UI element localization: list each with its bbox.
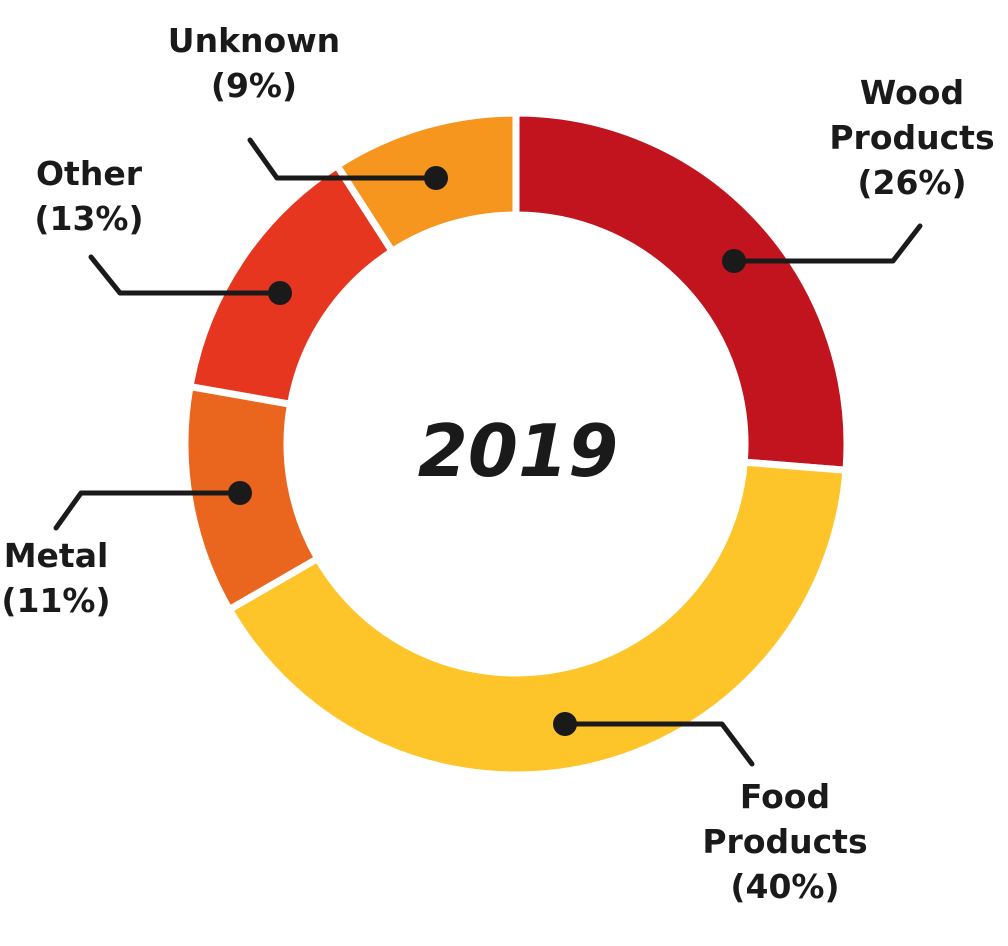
center-year-label: 2019	[418, 409, 618, 493]
leader-dot-metal	[228, 481, 252, 505]
label-unknown: Unknown (9%)	[168, 21, 340, 105]
label-metal: Metal (11%)	[1, 536, 110, 620]
leader-line-other	[88, 254, 283, 296]
slice-wood-products	[512, 109, 851, 474]
label-unknown-name: Unknown	[168, 21, 340, 60]
leader-line-food-products	[562, 721, 755, 767]
label-wood-products-name: Wood	[860, 73, 964, 112]
slice-labels: Wood Products (26%) Food Products (40%) Metal (…	[1, 21, 994, 906]
label-wood-products: Wood Products (26%)	[829, 73, 994, 202]
label-unknown-value: (9%)	[211, 66, 297, 105]
label-other: Other (13%)	[34, 154, 143, 238]
label-food-products: Food Products (40%)	[702, 777, 867, 906]
leader-dot-wood-products	[722, 249, 746, 273]
label-food-products-value: (40%)	[730, 867, 839, 906]
label-metal-name: Metal	[4, 536, 109, 575]
label-wood-products-name: Products	[829, 118, 994, 157]
leader-dot-other	[268, 281, 292, 305]
slice-food-products	[224, 458, 850, 779]
donut-slices	[181, 109, 851, 779]
label-food-products-name: Products	[702, 822, 867, 861]
label-wood-products-value: (26%)	[857, 163, 966, 202]
label-other-name: Other	[36, 154, 143, 193]
leader-dot-unknown	[424, 166, 448, 190]
label-other-value: (13%)	[34, 199, 143, 238]
leader-dot-food-products	[553, 712, 577, 736]
leader-line-wood-products	[731, 223, 923, 264]
leader-lines	[53, 137, 923, 767]
label-food-products-name: Food	[740, 777, 830, 816]
leader-line-metal	[53, 490, 243, 531]
label-metal-value: (11%)	[1, 581, 110, 620]
leader-line-unknown	[247, 137, 439, 181]
